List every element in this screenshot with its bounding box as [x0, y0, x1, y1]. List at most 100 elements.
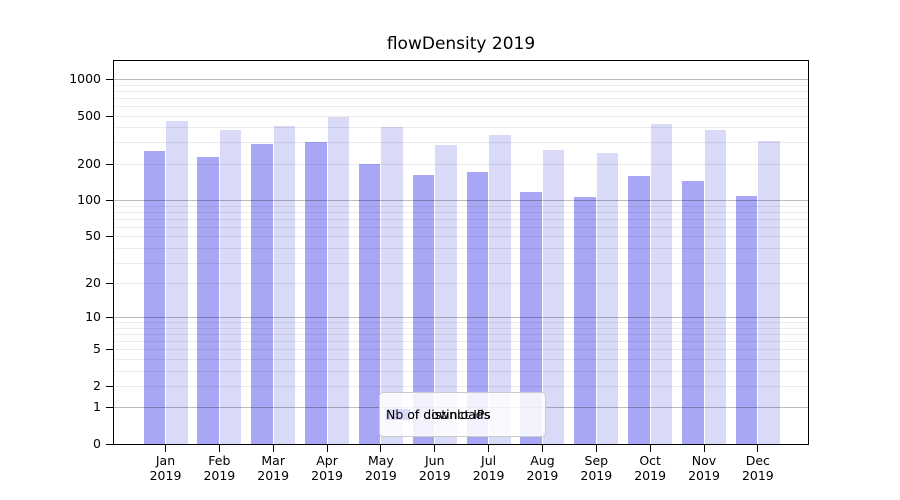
x-tick-label: Dec 2019 — [741, 453, 774, 483]
gridline-minor — [114, 205, 808, 207]
gridline-minor — [114, 211, 808, 213]
y-tick-label: 20 — [85, 275, 101, 291]
gridline-minor — [114, 322, 808, 324]
x-tick — [541, 445, 543, 452]
x-tick — [488, 445, 490, 452]
y-tick-label: 200 — [77, 155, 101, 171]
bar-distinct-ips — [682, 181, 704, 444]
legend: Nb of distinct IPs Nb of downloads — [379, 392, 546, 437]
gridline-minor — [114, 385, 808, 387]
bar-distinct-ips — [735, 195, 758, 444]
x-tick — [380, 445, 382, 452]
gridline-minor — [114, 236, 808, 238]
chart-title: flowDensity 2019 — [386, 34, 536, 54]
bar-distinct-ips — [358, 163, 381, 444]
y-tick — [106, 163, 113, 165]
gridline-minor — [114, 105, 808, 107]
y-tick-label: 5 — [93, 341, 101, 357]
y-tick — [106, 317, 113, 319]
x-tick-label: May 2019 — [364, 453, 397, 483]
bar-downloads — [596, 152, 619, 444]
gridline-minor — [114, 142, 808, 144]
x-tick — [326, 445, 328, 452]
y-tick-label: 10 — [85, 309, 101, 325]
x-tick-label: Mar 2019 — [257, 453, 290, 483]
bar-downloads — [166, 120, 188, 444]
bar-distinct-ips — [520, 191, 542, 444]
gridline-minor — [114, 334, 808, 336]
bar-distinct-ips — [466, 171, 489, 444]
gridline-minor — [114, 283, 808, 285]
x-tick — [757, 445, 759, 452]
bar-downloads — [273, 126, 296, 444]
y-tick-label: 50 — [85, 228, 101, 244]
bar-distinct-ips — [143, 151, 165, 444]
x-tick-label: Apr 2019 — [311, 453, 343, 483]
bar-downloads — [704, 129, 726, 444]
bar-downloads — [327, 116, 350, 444]
y-tick-label: 100 — [77, 192, 101, 208]
bar-distinct-ips — [251, 143, 273, 444]
bar-distinct-ips — [197, 156, 219, 444]
y-tick — [106, 200, 113, 202]
bar-downloads — [650, 123, 673, 444]
bar-downloads — [542, 150, 565, 444]
bar-downloads — [219, 129, 242, 444]
x-tick — [703, 445, 705, 452]
gridline-minor — [114, 349, 808, 351]
gridline-minor — [114, 90, 808, 92]
x-tick-label: Nov 2019 — [688, 453, 720, 483]
legend-label-downloads: Nb of downloads — [386, 407, 491, 422]
y-tick — [106, 115, 113, 117]
y-tick — [106, 236, 113, 238]
gridline-minor — [114, 226, 808, 228]
gridline-minor — [114, 84, 808, 86]
y-tick — [106, 79, 113, 80]
x-tick — [218, 445, 220, 452]
gridline-minor — [114, 370, 808, 372]
gridline-minor — [114, 218, 808, 220]
gridline-minor — [114, 358, 808, 360]
y-tick — [106, 283, 113, 285]
bar-downloads — [435, 145, 457, 444]
x-tick — [595, 445, 597, 452]
y-tick — [106, 385, 113, 387]
y-tick — [106, 407, 113, 409]
gridline-major — [114, 79, 808, 80]
x-tick-label: Oct 2019 — [634, 453, 667, 483]
bar-distinct-ips — [628, 175, 650, 444]
x-tick-label: Sep 2019 — [580, 453, 613, 483]
gridline-minor — [114, 327, 808, 329]
gridline-minor — [114, 247, 808, 249]
y-tick-label: 2 — [93, 377, 101, 393]
legend-label-distinct-ips: Nb of distinct IPs — [386, 407, 491, 422]
gridline-minor — [114, 127, 808, 129]
y-tick — [106, 349, 113, 351]
x-tick — [272, 445, 274, 452]
gridline-minor — [114, 262, 808, 264]
bar-downloads — [381, 127, 403, 444]
y-tick-label: 1000 — [69, 71, 101, 86]
bar-distinct-ips — [412, 174, 435, 444]
gridline-minor — [114, 115, 808, 117]
gridline-minor — [114, 341, 808, 343]
x-tick-label: Jan 2019 — [149, 453, 182, 483]
legend-swatch-downloads — [386, 409, 410, 420]
gridline-major — [114, 200, 808, 202]
x-tick-label: Jun 2019 — [418, 453, 451, 483]
bar-distinct-ips — [574, 197, 596, 444]
bar-downloads — [758, 140, 780, 444]
y-tick — [106, 444, 113, 445]
x-tick — [165, 445, 166, 452]
gridline-major — [114, 317, 808, 319]
y-tick-label: 0 — [93, 436, 101, 451]
bar-downloads — [489, 134, 511, 444]
bar-distinct-ips — [305, 141, 327, 444]
gridline-minor — [114, 97, 808, 99]
x-tick-label: Feb 2019 — [203, 453, 236, 483]
gridline-minor — [114, 163, 808, 165]
x-tick — [649, 445, 651, 452]
y-tick-label: 1 — [93, 399, 101, 415]
x-tick — [434, 445, 436, 452]
